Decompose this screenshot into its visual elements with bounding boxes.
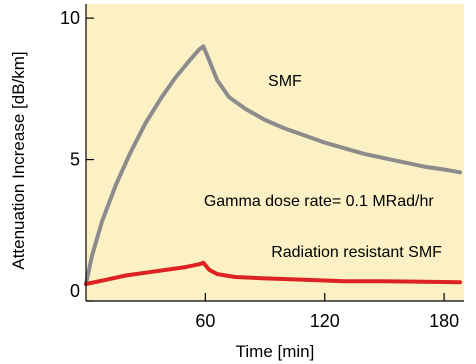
annotation-label: Gamma dose rate= 0.1 MRad/hr	[204, 193, 435, 210]
annotations-layer: SMF Gamma dose rate= 0.1 MRad/hr Radiation…	[204, 73, 442, 261]
x-tick-label: 180	[429, 311, 459, 331]
x-tick-label: 60	[195, 311, 215, 331]
y-tick-label: 5	[70, 150, 80, 170]
ticks-layer: 0 5 10 60 120 180	[60, 8, 459, 331]
annotation-label: Radiation resistant SMF	[271, 244, 442, 261]
y-axis-title: Attenuation Increase [dB/km]	[9, 51, 28, 269]
y-tick-label: 10	[60, 8, 80, 28]
series-layer	[84, 44, 462, 286]
y-tick-label: 0	[70, 281, 80, 301]
x-axis-title: Time [min]	[236, 342, 315, 361]
annotation-label: SMF	[268, 73, 302, 90]
plot-background	[86, 4, 464, 301]
x-tick-label: 120	[310, 311, 340, 331]
series-line-radiation-resistant-smf	[84, 260, 462, 286]
series-line-smf	[84, 44, 462, 286]
